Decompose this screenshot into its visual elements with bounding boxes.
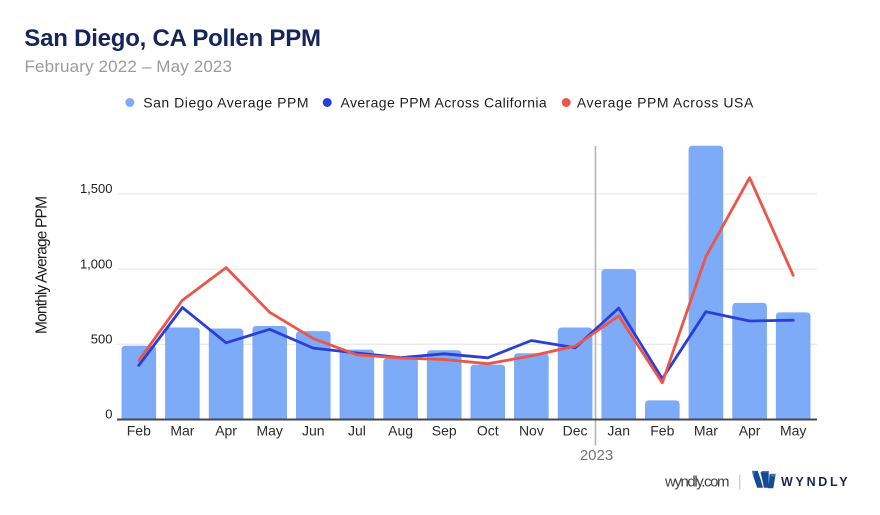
svg-text:Jan: Jan — [607, 423, 630, 439]
svg-text:0: 0 — [105, 407, 112, 422]
svg-text:wyndly.com: wyndly.com — [664, 474, 730, 491]
svg-text:Feb: Feb — [650, 423, 674, 439]
svg-text:Jul: Jul — [348, 423, 366, 439]
svg-text:San Diego, CA Pollen PPM: San Diego, CA Pollen PPM — [24, 25, 321, 52]
svg-text:Nov: Nov — [519, 423, 544, 439]
svg-text:Feb: Feb — [127, 423, 151, 439]
svg-text:Dec: Dec — [563, 423, 588, 439]
svg-text:Apr: Apr — [739, 423, 761, 439]
svg-text:Oct: Oct — [477, 423, 499, 439]
svg-text:February 2022 – May 2023: February 2022 – May 2023 — [25, 57, 233, 76]
svg-text:Sep: Sep — [432, 423, 457, 439]
svg-text:Mar: Mar — [694, 423, 718, 439]
svg-text:Aug: Aug — [388, 423, 413, 439]
svg-text:1,000: 1,000 — [80, 256, 113, 271]
svg-text:Apr: Apr — [215, 423, 237, 439]
svg-text:WYNDLY: WYNDLY — [781, 475, 850, 489]
svg-text:San Diego Average PPM: San Diego Average PPM — [143, 95, 308, 111]
svg-text:Average PPM Across California: Average PPM Across California — [341, 95, 547, 111]
svg-text:May: May — [256, 423, 282, 439]
svg-text:1,500: 1,500 — [80, 181, 113, 196]
svg-text:Mar: Mar — [170, 423, 194, 439]
svg-text:500: 500 — [91, 332, 113, 347]
svg-text:May: May — [780, 423, 806, 439]
svg-text:2023: 2023 — [580, 447, 613, 464]
svg-text:Jun: Jun — [302, 423, 325, 439]
svg-text:Average PPM Across USA: Average PPM Across USA — [577, 95, 754, 111]
svg-text:Monthly Average PPM: Monthly Average PPM — [34, 196, 51, 334]
